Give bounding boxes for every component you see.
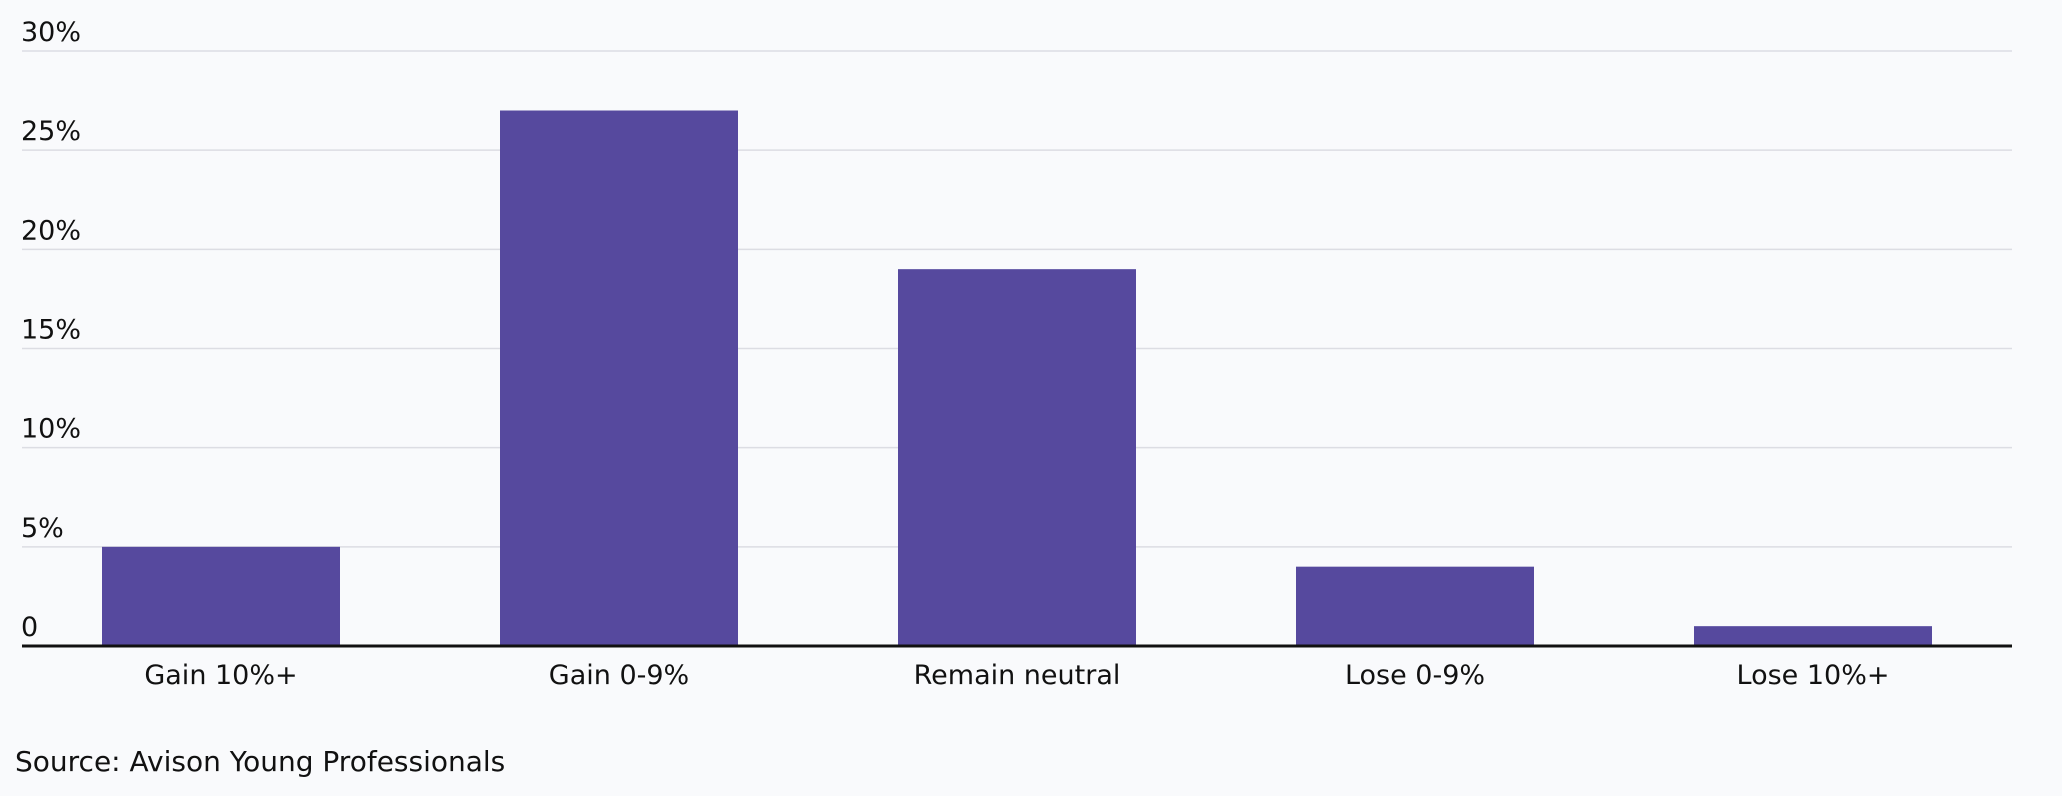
- bars: [102, 110, 1932, 646]
- y-axis-ticks: 0 5% 10% 15% 20% 25% 30%: [21, 17, 81, 643]
- y-tick-label: 15%: [21, 315, 81, 346]
- bar: [102, 546, 340, 646]
- bar: [898, 269, 1136, 646]
- bar: [1296, 566, 1534, 646]
- y-tick-label: 5%: [21, 513, 64, 544]
- bar: [1694, 626, 1932, 646]
- x-tick-label: Lose 0-9%: [1345, 660, 1485, 691]
- y-tick-label: 20%: [21, 215, 81, 246]
- bar-chart: 0 5% 10% 15% 20% 25% 30% Gain 10%+ Gain 0-9% Rem…: [21, 17, 2012, 691]
- x-tick-label: Remain neutral: [914, 660, 1121, 691]
- x-tick-label: Gain 0-9%: [549, 660, 689, 691]
- y-tick-label: 25%: [21, 116, 81, 147]
- y-tick-label: 30%: [21, 17, 81, 48]
- source-note: Source: Avison Young Professionals: [15, 745, 506, 778]
- bar: [500, 110, 738, 646]
- y-tick-label: 0: [21, 612, 38, 643]
- x-axis-labels: Gain 10%+ Gain 0-9% Remain neutral Lose 0-9…: [144, 660, 1889, 691]
- x-tick-label: Gain 10%+: [144, 660, 297, 691]
- y-tick-label: 10%: [21, 414, 81, 445]
- x-tick-label: Lose 10%+: [1737, 660, 1890, 691]
